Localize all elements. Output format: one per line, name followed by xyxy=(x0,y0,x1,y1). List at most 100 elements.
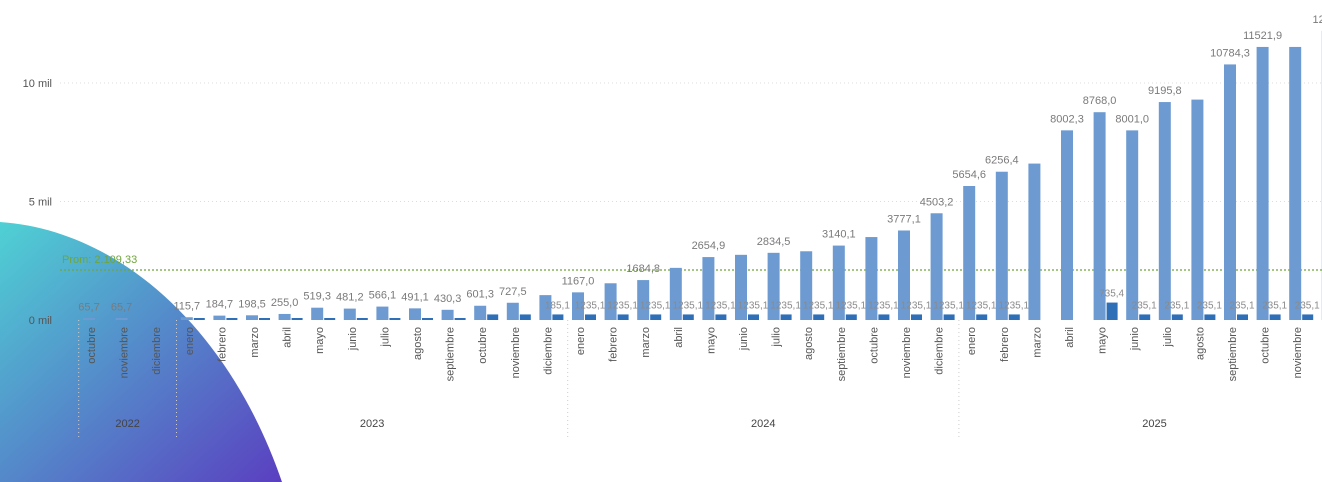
data-label-series-2: 185,1 xyxy=(545,300,570,311)
year-label: 2024 xyxy=(751,418,775,430)
data-label-series-2: 1235,1 xyxy=(575,300,606,311)
x-tick-label: mayo xyxy=(314,327,326,354)
bar-series-2 xyxy=(650,314,662,320)
x-tick-label: marzo xyxy=(1031,327,1043,358)
bar-series-2 xyxy=(682,314,694,320)
bar-series-1 xyxy=(539,295,552,320)
data-label-series-2: 235,1 xyxy=(1262,300,1287,311)
bar-series-1 xyxy=(832,245,845,320)
data-label-series-2: 235,1 xyxy=(1132,300,1157,311)
x-tick-label: noviembre xyxy=(510,327,522,378)
bar-series-2 xyxy=(291,318,303,320)
x-tick-label: abril xyxy=(1064,327,1076,348)
bar-series-2 xyxy=(976,314,988,320)
bar-series-2 xyxy=(389,318,401,320)
data-label-series-2: 235,1 xyxy=(1164,300,1189,311)
bar-series-2 xyxy=(259,318,270,320)
bar-series-2 xyxy=(324,318,336,320)
x-tick-label: mayo xyxy=(1097,327,1109,354)
x-tick-label: marzo xyxy=(640,327,652,358)
bar-series-2 xyxy=(1204,314,1216,320)
bar-series-2 xyxy=(487,314,499,320)
bar-series-1 xyxy=(1256,46,1269,320)
x-tick-label: noviembre xyxy=(1292,327,1304,378)
bar-series-1 xyxy=(800,251,813,320)
bar-series-1 xyxy=(376,306,389,320)
x-tick-label: abril xyxy=(673,327,685,348)
bar-series-1 xyxy=(1289,46,1302,320)
data-label-series-2: 1235,1 xyxy=(640,300,671,311)
x-tick-label: septiembre xyxy=(836,327,848,381)
data-label-series-2: 235,1 xyxy=(1295,300,1320,311)
bar-series-2 xyxy=(813,314,825,320)
data-label-series-1: 65,7 xyxy=(111,301,132,313)
year-label: 2025 xyxy=(1142,418,1166,430)
data-label-series-2: 1235,1 xyxy=(770,300,801,311)
x-tick-label: febrero xyxy=(999,327,1011,362)
x-tick-label: octubre xyxy=(477,327,489,364)
bar-series-1 xyxy=(1061,130,1073,320)
bar-series-1 xyxy=(995,171,1008,320)
decorative-gradient-arc xyxy=(0,222,282,482)
data-label-series-1: 6256,4 xyxy=(985,155,1019,167)
bar-series-2 xyxy=(1008,314,1020,320)
data-label-series-2: 1235,1 xyxy=(738,300,769,311)
data-label-series-2: 735,4 xyxy=(1099,289,1124,300)
data-label-series-1: 2834,5 xyxy=(757,236,791,248)
data-label-series-1: 10784,3 xyxy=(1210,47,1250,59)
bar-series-1 xyxy=(83,318,95,320)
data-label-series-1: 11521,9 xyxy=(1243,30,1282,42)
y-tick-label: 5 mil xyxy=(29,197,52,209)
bar-series-2 xyxy=(780,314,792,320)
data-label-series-1: 184,7 xyxy=(206,299,234,311)
bar-series-1 xyxy=(180,317,193,320)
bar-series-2 xyxy=(1269,314,1281,320)
x-tick-label: julio xyxy=(771,327,783,348)
data-label-series-2: 235,1 xyxy=(1229,300,1254,311)
x-tick-label: agosto xyxy=(1194,327,1206,360)
bar-series-2 xyxy=(1171,314,1183,320)
data-label-series-1: 430,3 xyxy=(434,293,462,305)
bar-series-1 xyxy=(572,292,584,320)
bar-series-2 xyxy=(356,318,368,320)
data-label-series-2: 1235,1 xyxy=(868,300,899,311)
year-label: 2023 xyxy=(360,418,384,430)
x-tick-label: enero xyxy=(184,327,196,355)
data-label-series-1: 115,7 xyxy=(173,300,200,312)
data-label-series-1: 3777,1 xyxy=(887,213,921,225)
data-labels: 65,7 65,7 115,7 184,7 198,5 255,0 519,3 481,2 56… xyxy=(78,14,1322,314)
bar-series-2 xyxy=(845,314,857,320)
data-label-series-2: 1235,1 xyxy=(901,300,932,311)
x-tick-label: diciembre xyxy=(542,327,554,375)
bar-series-1 xyxy=(637,280,650,320)
bar-series-2 xyxy=(748,314,759,320)
bar-series-1 xyxy=(343,308,356,320)
data-label-series-2: 1235,1 xyxy=(705,300,736,311)
x-tick-label: julio xyxy=(1162,327,1174,348)
bar-series-1 xyxy=(1224,64,1236,321)
data-label-series-2: 235,1 xyxy=(1197,300,1222,311)
x-tick-label: octubre xyxy=(86,327,98,364)
data-label-series-1: 491,1 xyxy=(401,291,429,303)
bar-series-1 xyxy=(604,283,617,320)
x-tick-label: agosto xyxy=(412,327,424,360)
y-tick-label: 10 mil xyxy=(23,78,52,90)
x-tick-label: octubre xyxy=(868,327,880,364)
bar-series-2 xyxy=(1106,302,1118,320)
data-label-series-1: 5654,6 xyxy=(952,169,986,181)
data-label-series-2: 1235,1 xyxy=(836,300,867,311)
x-tick-label: diciembre xyxy=(934,327,946,375)
bar-series-1 xyxy=(865,237,878,320)
bar-series-2 xyxy=(454,318,466,320)
bar-series-1 xyxy=(898,230,910,320)
bar-series-2 xyxy=(1237,314,1248,320)
x-tick-label: marzo xyxy=(249,327,261,358)
bar-series-2 xyxy=(1139,314,1151,320)
data-label-series-2: 1235,1 xyxy=(933,300,964,311)
y-axis: 0 mil 5 mil 10 mil xyxy=(23,78,52,327)
x-tick-label: diciembre xyxy=(151,327,163,375)
bar-series-1 xyxy=(1028,163,1041,320)
bar-series-1 xyxy=(441,309,454,320)
bar-series-1 xyxy=(213,315,226,320)
bar-series-1 xyxy=(474,305,487,320)
